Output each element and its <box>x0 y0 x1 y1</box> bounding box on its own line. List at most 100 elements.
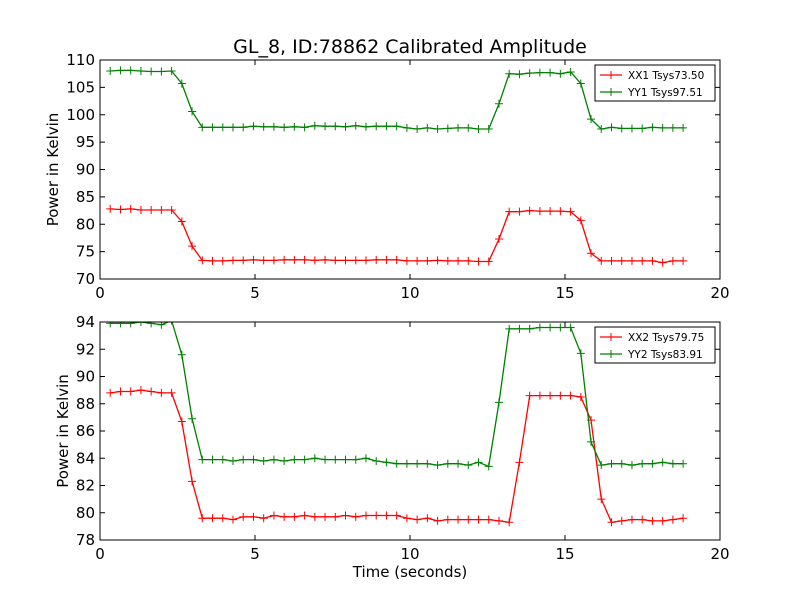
data-point <box>280 123 289 132</box>
plot-series-group <box>106 66 688 267</box>
data-point <box>208 455 217 464</box>
data-point <box>218 514 227 523</box>
legend: XX1 Tsys73.50 YY1 Tsys97.51 <box>594 64 716 102</box>
data-point <box>106 388 115 397</box>
data-point <box>157 388 166 397</box>
data-point <box>321 512 330 521</box>
data-point <box>535 68 544 77</box>
data-point <box>106 322 115 328</box>
data-point <box>679 459 688 468</box>
data-point <box>607 123 616 132</box>
data-point <box>321 255 330 264</box>
data-point <box>177 79 186 88</box>
data-point <box>443 515 452 524</box>
legend-entry-label: XX2 Tsys79.75 <box>628 332 704 344</box>
x-tick-label: 0 <box>95 545 105 563</box>
data-point <box>280 512 289 521</box>
data-point <box>546 68 555 77</box>
data-point <box>454 459 463 468</box>
y-tick-label: 75 <box>76 243 95 261</box>
x-tick-label: 5 <box>250 284 260 302</box>
data-point <box>556 391 565 400</box>
data-point <box>218 256 227 265</box>
data-point <box>597 495 606 504</box>
legend: XX2 Tsys79.75 YY2 Tsys83.91 <box>594 326 716 364</box>
data-point <box>515 207 524 216</box>
data-point <box>188 107 197 116</box>
data-point <box>443 459 452 468</box>
data-point <box>106 204 115 213</box>
data-point <box>587 115 596 124</box>
y-tick-label: 90 <box>76 368 95 386</box>
data-point <box>136 386 145 395</box>
data-point <box>300 123 309 132</box>
data-point <box>484 257 493 266</box>
data-point <box>658 123 667 132</box>
data-point <box>218 455 227 464</box>
data-point <box>228 123 237 132</box>
data-point <box>269 122 278 131</box>
data-point <box>269 511 278 520</box>
data-point <box>679 123 688 132</box>
data-point <box>617 516 626 525</box>
data-point <box>597 461 606 470</box>
data-point <box>300 255 309 264</box>
data-point <box>658 458 667 467</box>
data-point <box>372 255 381 264</box>
data-point <box>351 512 360 521</box>
x-axis-label: Time (seconds) <box>352 563 468 581</box>
data-point <box>484 515 493 524</box>
data-point <box>208 514 217 523</box>
data-point <box>576 349 585 358</box>
data-point <box>638 515 647 524</box>
data-point <box>341 511 350 520</box>
data-point <box>607 256 616 265</box>
x-tick-label: 10 <box>400 545 419 563</box>
data-point <box>638 124 647 133</box>
legend-swatch-marker <box>607 333 615 341</box>
data-point <box>382 255 391 264</box>
data-point <box>382 458 391 467</box>
data-point <box>402 123 411 132</box>
data-point <box>668 515 677 524</box>
data-point <box>136 322 145 326</box>
data-point <box>228 515 237 524</box>
data-point <box>239 256 248 265</box>
data-point <box>627 256 636 265</box>
data-point <box>668 123 677 132</box>
data-point <box>566 68 575 77</box>
data-point <box>372 122 381 131</box>
data-point <box>587 437 596 446</box>
data-point <box>290 512 299 521</box>
data-point <box>556 323 565 332</box>
data-point <box>147 322 156 328</box>
data-point <box>392 122 401 131</box>
data-point <box>136 206 145 215</box>
data-point <box>341 455 350 464</box>
data-point <box>392 459 401 468</box>
data-point <box>402 514 411 523</box>
data-point <box>474 515 483 524</box>
data-point <box>208 256 217 265</box>
data-point <box>361 256 370 265</box>
data-point <box>126 204 135 213</box>
data-point <box>402 256 411 265</box>
data-point <box>157 206 166 215</box>
data-point <box>116 205 125 214</box>
data-point <box>443 256 452 265</box>
data-point <box>413 459 422 468</box>
data-point <box>372 511 381 520</box>
data-point <box>249 255 258 264</box>
data-point <box>556 207 565 216</box>
data-point <box>259 122 268 131</box>
data-point <box>423 459 432 468</box>
data-point <box>648 256 657 265</box>
data-point <box>474 458 483 467</box>
data-point <box>617 124 626 133</box>
data-point <box>147 387 156 396</box>
legend-entry-label: XX1 Tsys73.50 <box>628 70 704 82</box>
data-point <box>474 124 483 133</box>
data-point <box>259 456 268 465</box>
data-point <box>198 455 207 464</box>
y-tick-label: 85 <box>76 188 95 206</box>
